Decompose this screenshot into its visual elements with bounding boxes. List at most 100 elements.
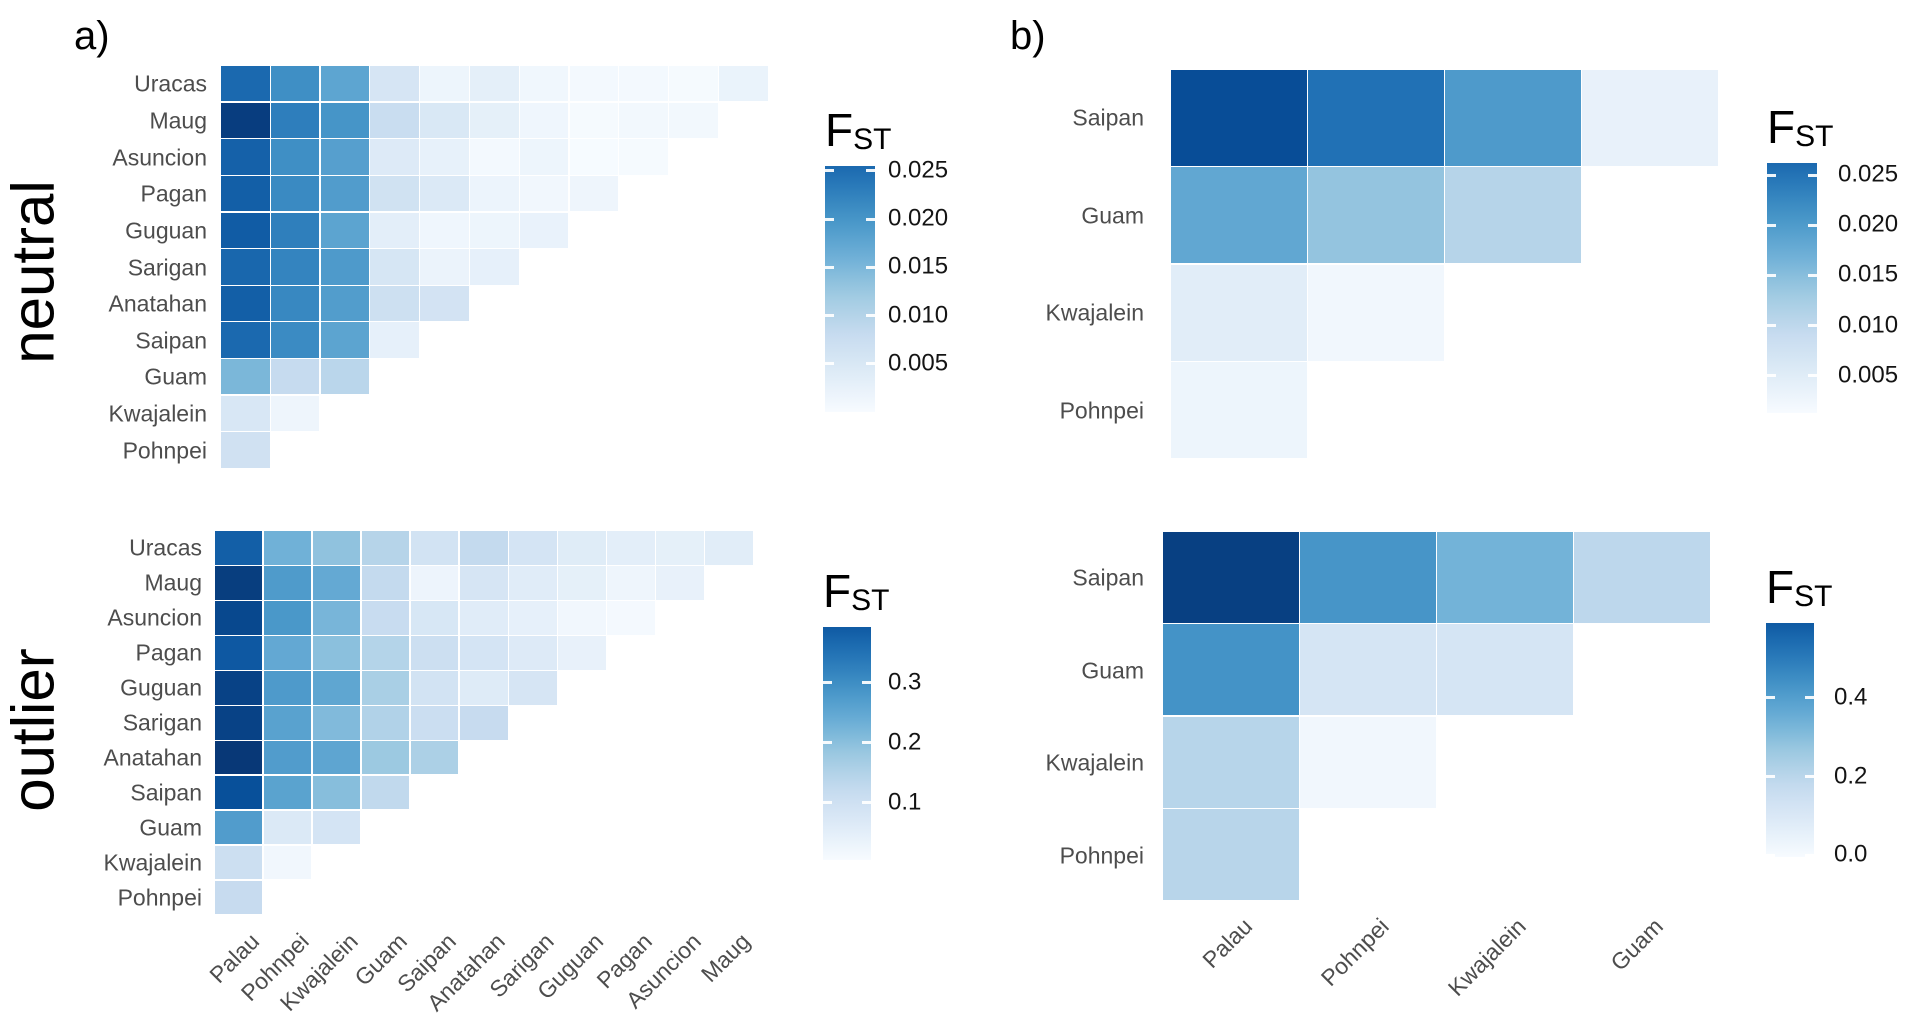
heatmap-cell-a_neutral-Kwajalein-Palau <box>221 395 270 432</box>
heatmap-cell-a_outlier-Saipan-Pohnpei <box>263 775 312 810</box>
legend-tickmark-left-a_neutral <box>825 314 834 318</box>
heatmap-cell-a_outlier-Maug-Sarigan <box>508 565 557 600</box>
heatmap-cell-b_neutral-Saipan-Palau <box>1171 69 1307 166</box>
legend-tick-label-b_outlier-0.4: 0.4 <box>1834 683 1868 711</box>
heatmap-cell-a_outlier-Saipan-Kwajalein <box>312 775 361 810</box>
heatmap-cell-b_outlier-Kwajalein-Pohnpei <box>1300 716 1436 808</box>
legend-tick-label-a_neutral-0.025: 0.025 <box>888 156 949 184</box>
heatmap-cell-a_neutral-Maug-Guguan <box>569 102 619 138</box>
heatmap-cell-b_outlier-Guam-Palau <box>1163 624 1299 716</box>
heatmap-cell-a_outlier-Pohnpei-Palau <box>214 880 263 915</box>
heatmap-cell-a_outlier-Guguan-Anatahan <box>459 670 508 705</box>
legend-tick-label-a_neutral-0.020: 0.020 <box>888 204 949 232</box>
legend-tickmark-left-a_neutral <box>825 169 834 173</box>
legend-tickmark-left-a_neutral <box>825 217 834 221</box>
heatmap-cell-a_neutral-Pagan-Sarigan <box>519 175 569 212</box>
heatmap-cell-a_outlier-Guguan-Guam <box>361 670 410 705</box>
legend-tickmark-right-b_neutral <box>1808 223 1817 227</box>
heatmap-cell-a_outlier-Anatahan-Palau <box>214 740 263 775</box>
heatmap-cell-a_neutral-Asuncion-Kwajalein <box>320 139 370 175</box>
heatmap-cell-a_neutral-Sarigan-Saipan <box>420 249 469 285</box>
row-label-a_neutral-Pohnpei: Pohnpei <box>122 437 207 464</box>
row-label-b_outlier-Guam: Guam <box>1081 657 1144 684</box>
legend-title-subscript: ST <box>851 584 890 618</box>
row-label-a_outlier-Anatahan: Anatahan <box>103 744 202 771</box>
legend-tick-label-b_neutral-0.015: 0.015 <box>1838 260 1899 288</box>
row-label-b_outlier-Pohnpei: Pohnpei <box>1059 842 1144 869</box>
heatmap-cell-a_neutral-Guguan-Palau <box>221 212 270 248</box>
heatmap-cell-b_neutral-Saipan-Kwajalein <box>1445 69 1581 166</box>
heatmap-cell-a_outlier-Uracas-Asuncion <box>655 531 704 565</box>
heatmap-cell-a_outlier-Guam-Kwajalein <box>312 810 361 845</box>
heatmap-cell-a_neutral-Anatahan-Kwajalein <box>320 285 370 322</box>
legend-tickmark-right-b_neutral <box>1808 173 1817 177</box>
group-label-outlier: outlier <box>0 648 67 812</box>
heatmap-cell-a_neutral-Uracas-Pohnpei <box>270 66 320 102</box>
heatmap-cell-a_outlier-Uracas-Saipan <box>410 531 459 565</box>
row-label-a_outlier-Guguan: Guguan <box>120 674 202 701</box>
legend-tickmark-right-a_neutral <box>866 265 875 269</box>
legend-tickmark-right-b_outlier <box>1805 853 1814 857</box>
heatmap-cell-a_outlier-Maug-Guam <box>361 565 410 600</box>
heatmap-cell-a_outlier-Sarigan-Anatahan <box>459 705 508 740</box>
heatmap-cell-a_outlier-Sarigan-Kwajalein <box>312 705 361 740</box>
row-label-a_outlier-Pohnpei: Pohnpei <box>117 884 202 911</box>
legend-tick-label-a_outlier-0.3: 0.3 <box>888 668 922 696</box>
heatmap-cell-a_outlier-Maug-Anatahan <box>459 565 508 600</box>
col-label-b_outlier-Pohnpei: Pohnpei <box>1315 913 1394 992</box>
heatmap-cell-a_neutral-Saipan-Guam <box>370 322 419 358</box>
legend-tickmark-right-b_neutral <box>1808 324 1817 328</box>
heatmap-cell-a_neutral-Asuncion-Anatahan <box>470 139 519 175</box>
legend-tickmark-left-a_neutral <box>825 362 834 366</box>
legend-tick-label-b_outlier-0.0: 0.0 <box>1834 840 1868 868</box>
legend-tickmark-left-a_neutral <box>825 265 834 269</box>
legend-bar-b_outlier <box>1766 623 1814 857</box>
heatmap-cell-a_outlier-Maug-Kwajalein <box>312 565 361 600</box>
heatmap-cell-a_neutral-Pagan-Guam <box>370 175 419 212</box>
legend-tickmark-right-a_neutral <box>866 314 875 318</box>
heatmap-cell-a_neutral-Pagan-Guguan <box>569 175 619 212</box>
row-label-a_neutral-Guguan: Guguan <box>125 217 207 244</box>
legend-tickmark-left-b_neutral <box>1767 273 1776 277</box>
heatmap-cell-a_neutral-Maug-Saipan <box>420 102 469 138</box>
heatmap-cell-a_outlier-Uracas-Kwajalein <box>312 531 361 565</box>
heatmap-cell-a_outlier-Uracas-Palau <box>214 531 263 565</box>
heatmap-cell-a_outlier-Guguan-Palau <box>214 670 263 705</box>
heatmap-cell-a_neutral-Asuncion-Saipan <box>420 139 469 175</box>
heatmap-cell-b_outlier-Saipan-Guam <box>1574 531 1710 623</box>
col-label-b_outlier-Palau: Palau <box>1196 913 1257 973</box>
legend-title-subscript: ST <box>853 123 892 157</box>
heatmap-cell-a_neutral-Asuncion-Guam <box>370 139 419 175</box>
heatmap-cell-b_outlier-Saipan-Kwajalein <box>1437 531 1573 623</box>
legend-tick-label-a_outlier-0.1: 0.1 <box>888 788 922 816</box>
legend-tickmark-left-b_neutral <box>1767 173 1776 177</box>
heatmap-cell-a_outlier-Uracas-Pagan <box>606 531 655 565</box>
heatmap-cell-a_neutral-Guam-Kwajalein <box>320 359 370 395</box>
legend-tickmark-right-a_neutral <box>866 217 875 221</box>
heatmap-cell-a_neutral-Sarigan-Guam <box>370 249 419 285</box>
row-label-a_outlier-Maug: Maug <box>144 569 202 596</box>
legend-tickmark-left-a_outlier <box>823 741 832 745</box>
heatmap-cell-a_neutral-Saipan-Palau <box>221 322 270 358</box>
row-label-a_neutral-Kwajalein: Kwajalein <box>108 400 207 427</box>
legend-tickmark-left-b_outlier <box>1766 775 1775 778</box>
heatmap-cell-a_neutral-Asuncion-Guguan <box>569 139 619 175</box>
row-label-b_neutral-Guam: Guam <box>1081 202 1144 229</box>
heatmap-cell-a_outlier-Guguan-Sarigan <box>508 670 557 705</box>
heatmap-cell-a_outlier-Asuncion-Guam <box>361 600 410 635</box>
legend-tickmark-right-b_outlier <box>1805 696 1814 700</box>
heatmap-cell-a_neutral-Asuncion-Pagan <box>619 139 668 175</box>
col-label-b_outlier-Kwajalein: Kwajalein <box>1442 913 1531 1002</box>
row-label-a_neutral-Guam: Guam <box>144 363 207 390</box>
heatmap-cell-a_outlier-Uracas-Pohnpei <box>263 531 312 565</box>
heatmap-cell-a_neutral-Pagan-Pohnpei <box>270 175 320 212</box>
heatmap-cell-a_outlier-Asuncion-Pagan <box>606 600 655 635</box>
heatmap-cell-a_neutral-Uracas-Anatahan <box>470 66 519 102</box>
legend-bar-b_neutral <box>1767 163 1817 413</box>
heatmap-cell-a_neutral-Pagan-Saipan <box>420 175 469 212</box>
col-label-a_outlier-Maug: Maug <box>695 928 755 988</box>
row-label-b_neutral-Saipan: Saipan <box>1072 104 1144 131</box>
row-label-a_neutral-Pagan: Pagan <box>140 180 207 207</box>
legend-tickmark-left-b_neutral <box>1767 374 1776 378</box>
legend-title-main: F <box>823 565 852 617</box>
